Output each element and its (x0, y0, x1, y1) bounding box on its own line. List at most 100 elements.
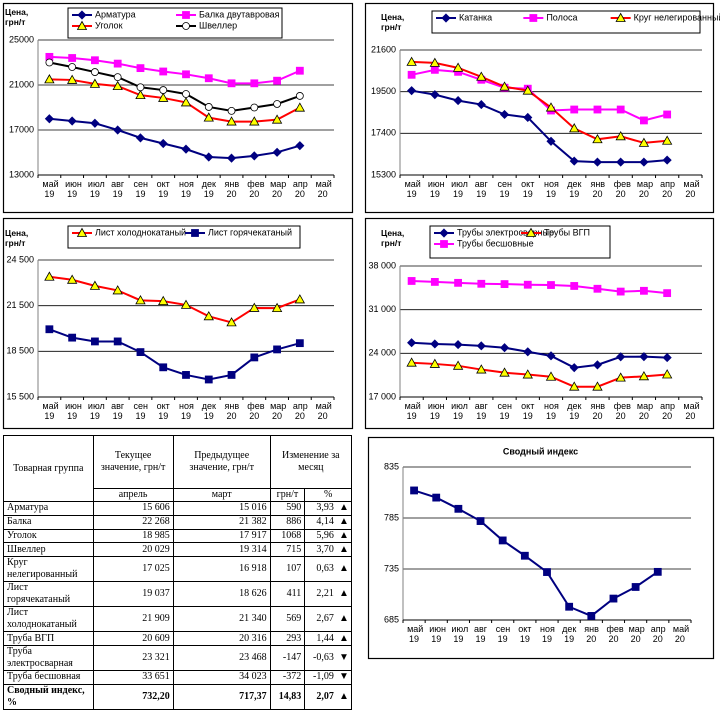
data-point (407, 277, 416, 285)
x-tick-label: июн 19 (427, 401, 445, 421)
x-tick-label: янв 20 (590, 401, 606, 421)
data-point (609, 594, 618, 603)
y-axis-label-box: Цена, грн/т (5, 7, 28, 27)
data-point (250, 353, 259, 362)
x-tick-label-box: сен 19 (496, 624, 510, 644)
y-tick-label: 735 (384, 563, 399, 573)
table-row: Лист горячекатаный 19 037 18 626 411 2,21 ▲ (3, 581, 352, 608)
data-point (661, 369, 673, 379)
x-tick-label: ноя 19 (540, 624, 555, 644)
data-point (91, 337, 99, 346)
y-tick-label: 25000 (9, 34, 34, 44)
data-point (112, 285, 123, 295)
x-tick-label: июл 19 (451, 624, 469, 644)
data-point (113, 59, 122, 68)
y-axis-label-box: Цена, грн/т (5, 228, 28, 248)
data-point (663, 110, 672, 119)
legend-box (67, 7, 283, 39)
x-tick-label-box: сен 19 (498, 179, 512, 199)
x-tick-label: апр 20 (660, 179, 676, 199)
data-point (639, 352, 649, 362)
data-point (593, 105, 602, 114)
legend-box (67, 225, 301, 249)
x-tick-label-box: фев 20 (614, 179, 631, 199)
x-tick-label-box: авг 19 (111, 179, 124, 199)
chart-title: Сводный индекс (503, 446, 578, 456)
change-arrow: ▲ (336, 514, 352, 530)
row-name: Уголок (3, 528, 94, 544)
x-tick-label-box: мар 20 (637, 401, 653, 421)
data-point (430, 90, 440, 100)
y-tick-label: 21 500 (6, 300, 34, 310)
x-tick-label: окт 19 (156, 179, 170, 199)
current-value: 23 321 (92, 644, 174, 671)
x-tick-label-box: ноя 19 (540, 624, 555, 644)
data-point (616, 157, 626, 167)
series-line (411, 279, 668, 295)
data-point (204, 375, 213, 384)
previous-value: 34 023 (172, 669, 271, 685)
current-value: 17 025 (92, 556, 174, 583)
data-point (250, 79, 259, 88)
change-arrow: ▲ (336, 556, 352, 583)
data-point (204, 103, 213, 111)
data-point (112, 80, 123, 91)
x-tick-label-box: окт 19 (521, 401, 534, 421)
x-tick-label: май 19 (407, 624, 424, 644)
header-current: Текущее значение, грн/т (92, 435, 174, 489)
data-point (226, 116, 237, 126)
x-tick-label: ноя 19 (179, 179, 194, 199)
change-arrow: ▲ (336, 501, 352, 516)
data-point (523, 280, 532, 289)
data-point (406, 357, 417, 367)
legend-marker (77, 10, 87, 20)
data-point (476, 341, 486, 351)
previous-value: 16 918 (172, 556, 271, 583)
data-point (615, 130, 626, 141)
data-point (249, 116, 260, 126)
data-point (432, 493, 441, 502)
data-point (89, 280, 101, 290)
data-point (453, 96, 463, 106)
data-point (500, 280, 509, 288)
data-point (454, 504, 463, 513)
x-tick-label: июн 19 (65, 401, 82, 421)
y-tick-label: 785 (384, 512, 399, 522)
x-tick-label-box: янв 20 (590, 179, 605, 199)
data-point (569, 363, 579, 373)
data-point (592, 381, 603, 391)
x-tick-label: май 20 (672, 624, 690, 644)
change-pct: 3,70 (304, 542, 337, 558)
data-point (547, 281, 555, 289)
x-tick-label-box: окт 19 (157, 401, 170, 421)
y-tick-label: 15 500 (6, 391, 34, 401)
data-point (616, 287, 625, 296)
x-tick-label: янв 20 (224, 179, 240, 199)
change-pct: 2,67 (304, 606, 337, 633)
data-point (44, 74, 55, 84)
data-point (593, 284, 602, 293)
data-point (295, 92, 304, 100)
data-point (639, 157, 649, 167)
x-tick-label-box: май 20 (672, 624, 690, 644)
data-point (615, 372, 626, 382)
x-tick-label: апр 20 (660, 401, 676, 421)
x-tick-label-box: дек 19 (202, 179, 216, 199)
change-arrow: ▲ (336, 606, 352, 633)
data-point (570, 105, 579, 114)
data-point (545, 371, 557, 381)
x-tick-label-box: янв 20 (224, 179, 240, 199)
x-tick-label: май 19 (404, 401, 421, 421)
current-value: 33 651 (92, 669, 174, 685)
data-point (499, 109, 510, 120)
data-point (135, 295, 146, 305)
legend-label: Трубы бесшовные (457, 238, 534, 248)
header-change-pct: % (304, 488, 352, 502)
data-point (273, 100, 281, 108)
series-line (411, 89, 668, 164)
x-tick-label: фев 20 (613, 401, 631, 421)
data-point (546, 136, 556, 146)
data-point (407, 86, 417, 96)
data-point (616, 352, 626, 362)
data-point (476, 364, 487, 374)
